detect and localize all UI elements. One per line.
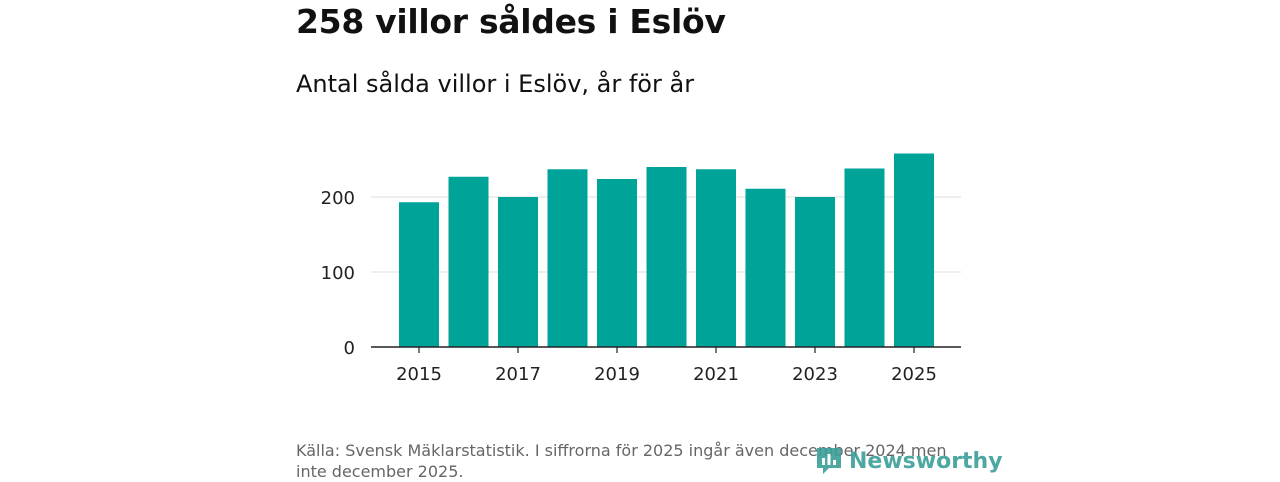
y-tick-label-0: 0 [344,338,355,359]
bar-2021 [696,169,736,347]
bar-2018 [547,169,588,347]
bars [399,153,934,347]
newsworthy-logo-text: Newsworthy [849,448,1003,474]
chart-title: 258 villor såldes i Eslöv [296,2,726,41]
bar-2016 [448,176,489,347]
y-tick-label-200: 200 [321,188,355,209]
x-tick-label-2021: 2021 [693,364,739,385]
x-tick-label-2015: 2015 [396,364,442,385]
x-tick-label-2019: 2019 [594,364,640,385]
newsworthy-logo: Newsworthy [815,446,1003,476]
x-tick-labels: 2015 2017 2019 2021 2023 2025 [396,347,937,385]
bar-2020 [646,167,687,347]
y-tick-labels: 0 100 200 [321,188,355,359]
y-tick-label-100: 100 [321,263,355,284]
bar-2022 [745,188,786,347]
newsworthy-logo-icon [817,448,841,474]
bar-2015 [399,202,439,347]
bar-2019 [597,179,637,347]
bar-2024 [844,168,885,347]
x-tick-label-2017: 2017 [495,364,541,385]
chart-subtitle: Antal sålda villor i Eslöv, år för år [296,70,695,98]
x-tick-label-2025: 2025 [891,364,937,385]
bar-2025 [894,153,934,347]
bar-2017 [498,197,538,347]
bar-2023 [795,197,835,347]
x-tick-label-2023: 2023 [792,364,838,385]
source-note: Källa: Svensk Mäklarstatistik. I siffror… [296,441,947,481]
